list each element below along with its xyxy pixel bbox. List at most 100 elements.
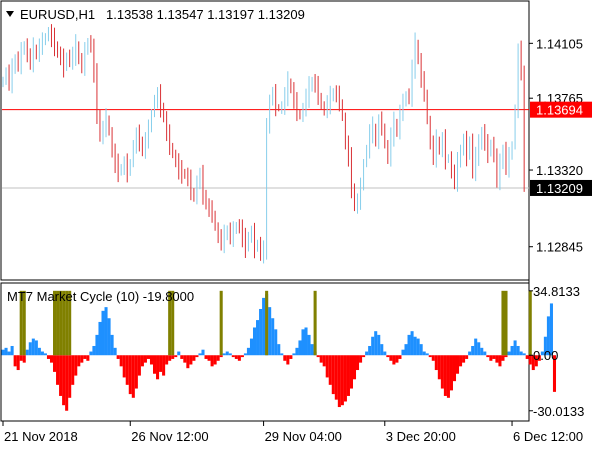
- histogram-bar-1: [4, 347, 8, 356]
- symbol-menu-icon[interactable]: [6, 11, 14, 17]
- histogram-bar-110: [334, 355, 338, 400]
- histogram-bar-20: [62, 355, 66, 406]
- histogram-bar-6: [19, 355, 23, 361]
- histogram-bar-52: [159, 355, 163, 372]
- histogram-bar-66: [201, 349, 205, 356]
- histogram-bar-90: [274, 329, 278, 356]
- histogram-bar-104: [316, 355, 320, 358]
- indicator-tick-label-1: 0.00: [533, 348, 558, 363]
- histogram-bar-98: [298, 340, 302, 356]
- time-tick-label-3: 3 Dec 20:00: [386, 429, 456, 444]
- histogram-bar-177: [537, 355, 541, 361]
- cycle-marker-1: [22, 290, 26, 356]
- cycle-marker-7: [68, 290, 72, 356]
- histogram-bar-67: [204, 355, 208, 359]
- histogram-bar-93: [283, 355, 287, 361]
- histogram-bar-35: [107, 318, 111, 356]
- histogram-bar-9: [28, 342, 32, 356]
- price-tick-label-2: 1.13320: [536, 163, 583, 178]
- histogram-bar-182: [552, 355, 557, 392]
- histogram-bar-69: [210, 355, 214, 367]
- histogram-bar-105: [319, 355, 323, 363]
- histogram-bar-85: [259, 308, 263, 356]
- histogram-bar-150: [456, 355, 460, 374]
- histogram-bar-11: [34, 340, 38, 356]
- histogram-bar-56: [171, 355, 175, 359]
- histogram-bar-70: [213, 355, 217, 365]
- histogram-bar-41: [125, 355, 129, 385]
- histogram-bar-55: [168, 355, 172, 361]
- histogram-bar-30: [92, 345, 96, 356]
- histogram-bar-134: [407, 334, 411, 356]
- histogram-bar-169: [513, 340, 517, 356]
- histogram-bar-68: [207, 355, 211, 361]
- histogram-bar-97: [295, 347, 299, 356]
- histogram-bar-175: [531, 355, 535, 371]
- histogram-bar-16: [49, 355, 54, 363]
- histogram-bar-92: [280, 353, 284, 356]
- histogram-bar-64: [195, 355, 199, 358]
- histogram-bar-81: [246, 347, 250, 356]
- histogram-bar-37: [113, 347, 117, 356]
- histogram-bar-57: [174, 355, 178, 358]
- histogram-bar-145: [440, 355, 444, 389]
- histogram-bar-135: [410, 331, 414, 356]
- histogram-bar-163: [495, 355, 499, 363]
- histogram-bar-96: [292, 353, 296, 356]
- histogram-bar-156: [474, 338, 478, 356]
- cycle-marker-10: [219, 290, 223, 356]
- histogram-bar-19: [59, 355, 63, 396]
- cycle-marker-3: [56, 290, 60, 356]
- histogram-bar-83: [252, 327, 257, 356]
- histogram-bar-82: [249, 338, 254, 356]
- histogram-bar-168: [510, 345, 514, 356]
- cycle-marker-0: [19, 290, 23, 356]
- histogram-bar-17: [53, 355, 57, 372]
- histogram-bar-157: [477, 342, 481, 356]
- histogram-bar-138: [419, 344, 423, 356]
- histogram-bar-180: [546, 316, 550, 356]
- histogram-bar-116: [352, 355, 357, 380]
- histogram-bar-73: [222, 353, 226, 356]
- histogram-bar-44: [134, 355, 138, 389]
- histogram-bar-131: [398, 355, 402, 359]
- price-tag-label-0: 1.13694: [536, 103, 583, 118]
- time-tick-label-4: 6 Dec 12:00: [513, 429, 583, 444]
- histogram-bar-31: [95, 334, 99, 356]
- histogram-bar-95: [289, 355, 293, 359]
- histogram-bar-63: [192, 355, 196, 361]
- histogram-bar-120: [365, 351, 369, 356]
- histogram-bar-76: [231, 355, 235, 358]
- candles-group: [2, 24, 525, 264]
- histogram-bar-170: [516, 345, 520, 356]
- histogram-bar-10: [31, 338, 35, 356]
- histogram-bar-124: [377, 334, 381, 356]
- histogram-bar-50: [153, 355, 157, 374]
- histogram-bar-91: [277, 344, 281, 356]
- histogram-bar-28: [86, 355, 90, 361]
- histogram-bar-34: [104, 307, 108, 356]
- indicator-tick-label-2: -30.0133: [533, 404, 584, 419]
- histogram-bar-72: [219, 355, 223, 358]
- histogram-bar-49: [149, 355, 154, 365]
- histogram-group: [1, 294, 557, 411]
- histogram-bar-181: [549, 303, 553, 356]
- histogram-bar-152: [462, 355, 466, 363]
- histogram-bar-159: [483, 351, 487, 356]
- histogram-bar-74: [225, 351, 229, 356]
- histogram-bar-155: [471, 345, 475, 356]
- time-tick-label-1: 26 Nov 12:00: [131, 429, 208, 444]
- histogram-bar-108: [328, 355, 332, 385]
- histogram-bar-88: [268, 307, 272, 356]
- histogram-bar-7: [22, 355, 26, 363]
- histogram-bar-5: [16, 355, 20, 371]
- histogram-bar-178: [540, 351, 544, 356]
- histogram-bar-100: [304, 327, 308, 356]
- price-tag-label-1: 1.13209: [536, 181, 583, 196]
- histogram-bar-39: [119, 355, 123, 367]
- histogram-bar-151: [459, 355, 463, 367]
- histogram-bar-176: [534, 355, 538, 367]
- histogram-bar-22: [68, 355, 72, 398]
- histogram-bar-2: [7, 351, 11, 356]
